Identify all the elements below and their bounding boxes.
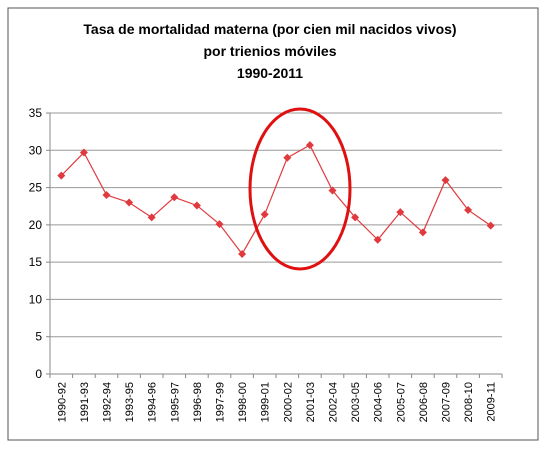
chart-subtitle: 1990-2011	[237, 65, 303, 81]
y-tick-label: 10	[29, 292, 43, 306]
y-tick-label: 20	[29, 218, 43, 232]
point	[215, 220, 224, 229]
x-tick-label: 1997-99	[215, 382, 227, 422]
x-tick-label: 1994-96	[147, 382, 159, 422]
x-tick-label: 2003-05	[350, 382, 362, 422]
point	[328, 186, 337, 195]
x-tick-label: 1993-95	[124, 382, 136, 422]
chart-frame	[7, 7, 539, 441]
point	[418, 228, 427, 237]
y-tick-label: 35	[29, 106, 43, 120]
x-tick-label: 2006-08	[418, 382, 430, 422]
point	[464, 205, 473, 214]
x-tick-label: 1995-97	[169, 382, 181, 422]
point	[147, 213, 156, 222]
x-tick-label: 1992-94	[102, 382, 114, 422]
x-tick-label: 1990-92	[56, 382, 68, 422]
point	[170, 193, 179, 202]
y-tick-label: 25	[29, 181, 43, 195]
x-tick-label: 2004-06	[373, 382, 385, 422]
point	[57, 171, 66, 180]
y-tick-label: 15	[29, 255, 43, 269]
x-tick-label: 1996-98	[192, 382, 204, 422]
x-tick-label: 1991-93	[79, 382, 91, 422]
x-tick-label: 2008-10	[463, 382, 475, 422]
x-tick-label: 2009-11	[486, 382, 498, 422]
point	[102, 191, 111, 200]
point	[283, 153, 292, 162]
chart-title: Tasa de mortalidad materna (por cien mil…	[83, 21, 456, 37]
point	[396, 208, 405, 217]
point	[373, 235, 382, 244]
point	[125, 198, 134, 207]
point	[305, 141, 314, 150]
x-tick-label: 2005-07	[395, 382, 407, 422]
series-line	[60, 144, 492, 256]
point	[351, 213, 360, 222]
highlight-ellipse	[248, 107, 352, 271]
point	[260, 210, 269, 219]
point	[192, 201, 201, 210]
x-tick-label: 1999-01	[260, 382, 272, 422]
y-tick-label: 30	[29, 143, 43, 157]
chart-subtitle: por trienios móviles	[203, 43, 336, 59]
x-tick-label: 2002-04	[328, 382, 340, 422]
x-tick-label: 2007-09	[441, 382, 453, 422]
x-tick-label: 2000-02	[282, 382, 294, 422]
x-tick-label: 2001-03	[305, 382, 317, 422]
y-tick-label: 0	[35, 367, 42, 381]
point	[238, 249, 247, 258]
y-tick-label: 5	[35, 330, 42, 344]
point	[79, 148, 88, 157]
x-tick-label: 1998-00	[237, 382, 249, 422]
point	[441, 176, 450, 185]
point	[486, 221, 495, 230]
